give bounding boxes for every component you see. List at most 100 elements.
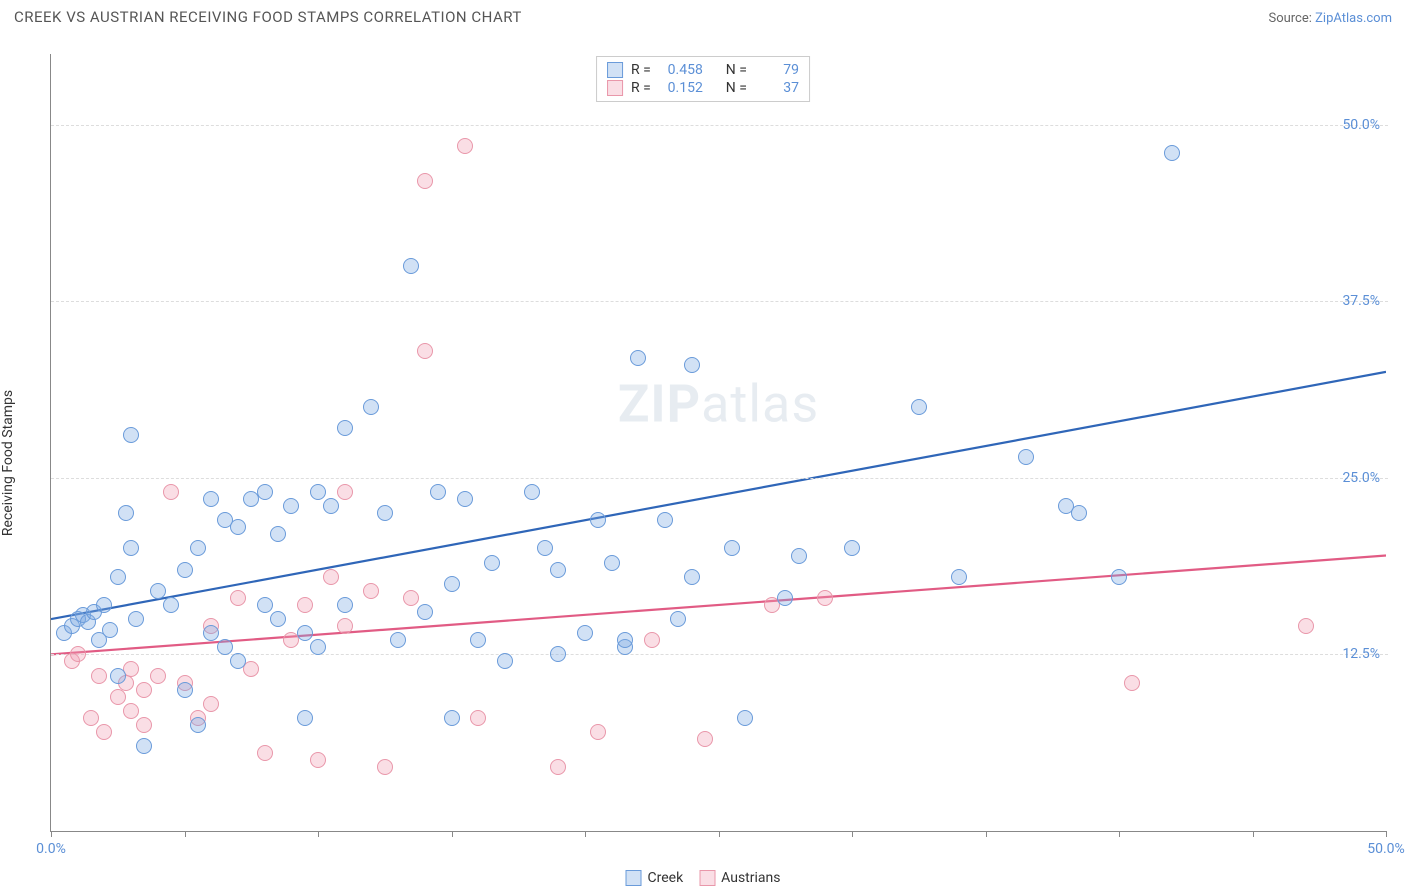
data-point: [457, 138, 473, 154]
data-point: [96, 724, 112, 740]
data-point: [911, 399, 927, 415]
data-point: [337, 484, 353, 500]
data-point: [417, 604, 433, 620]
data-point: [430, 484, 446, 500]
data-point: [844, 540, 860, 556]
data-point: [136, 717, 152, 733]
data-point: [484, 555, 500, 571]
data-point: [670, 611, 686, 627]
data-point: [470, 632, 486, 648]
series-legend-item: Creek: [626, 870, 684, 886]
series-legend-item: Austrians: [699, 870, 780, 886]
y-tick-label: 12.5%: [1342, 646, 1380, 662]
gridline: [51, 654, 1388, 655]
data-point: [118, 505, 134, 521]
data-point: [283, 498, 299, 514]
data-point: [684, 357, 700, 373]
legend-swatch: [607, 80, 623, 96]
y-tick-label: 50.0%: [1342, 117, 1380, 133]
data-point: [363, 399, 379, 415]
source-link[interactable]: ZipAtlas.com: [1315, 11, 1392, 26]
stats-legend-row: R =0.458 N =79: [607, 61, 799, 79]
data-point: [1018, 449, 1034, 465]
plot-area: ZIPatlas 12.5%25.0%37.5%50.0%0.0%50.0%: [50, 54, 1386, 832]
data-point: [163, 484, 179, 500]
data-point: [444, 576, 460, 592]
data-point: [550, 562, 566, 578]
data-point: [363, 583, 379, 599]
legend-swatch: [607, 62, 623, 78]
data-point: [417, 173, 433, 189]
source-label: Source: ZipAtlas.com: [1268, 11, 1392, 26]
data-point: [123, 427, 139, 443]
legend-swatch: [699, 870, 715, 886]
data-point: [203, 696, 219, 712]
data-point: [550, 759, 566, 775]
data-point: [617, 632, 633, 648]
watermark: ZIPatlas: [618, 373, 819, 434]
x-tick: [452, 831, 453, 837]
data-point: [1164, 145, 1180, 161]
data-point: [457, 491, 473, 507]
stat-r-value: 0.458: [659, 62, 703, 78]
data-point: [684, 569, 700, 585]
x-tick: [318, 831, 319, 837]
data-point: [163, 597, 179, 613]
data-point: [644, 632, 660, 648]
data-point: [110, 689, 126, 705]
data-point: [310, 639, 326, 655]
x-tick: [1386, 831, 1387, 837]
data-point: [1071, 505, 1087, 521]
data-point: [110, 569, 126, 585]
data-point: [323, 498, 339, 514]
stat-n-label: N =: [726, 62, 747, 78]
stats-legend-row: R =0.152 N =37: [607, 79, 799, 97]
series-name: Austrians: [721, 870, 780, 886]
trend-line: [51, 556, 1386, 655]
data-point: [1124, 675, 1140, 691]
x-tick: [185, 831, 186, 837]
data-point: [123, 703, 139, 719]
chart-title: CREEK VS AUSTRIAN RECEIVING FOOD STAMPS …: [14, 8, 522, 26]
data-point: [377, 505, 393, 521]
data-point: [230, 590, 246, 606]
x-tick: [51, 831, 52, 837]
data-point: [817, 590, 833, 606]
data-point: [203, 625, 219, 641]
data-point: [337, 597, 353, 613]
data-point: [257, 597, 273, 613]
data-point: [91, 668, 107, 684]
data-point: [590, 512, 606, 528]
gridline: [51, 301, 1388, 302]
data-point: [257, 484, 273, 500]
data-point: [604, 555, 620, 571]
trend-lines: [51, 54, 1386, 831]
data-point: [136, 738, 152, 754]
data-point: [257, 745, 273, 761]
data-point: [190, 540, 206, 556]
data-point: [403, 258, 419, 274]
gridline: [51, 125, 1388, 126]
data-point: [70, 646, 86, 662]
data-point: [1111, 569, 1127, 585]
data-point: [377, 759, 393, 775]
data-point: [270, 611, 286, 627]
data-point: [83, 710, 99, 726]
stat-n-value: 37: [755, 80, 799, 96]
data-point: [190, 717, 206, 733]
data-point: [136, 682, 152, 698]
data-point: [297, 710, 313, 726]
data-point: [524, 484, 540, 500]
data-point: [337, 618, 353, 634]
y-axis-label: Receiving Food Stamps: [0, 390, 16, 536]
data-point: [390, 632, 406, 648]
data-point: [230, 519, 246, 535]
gridline: [51, 478, 1388, 479]
data-point: [150, 668, 166, 684]
data-point: [310, 484, 326, 500]
data-point: [403, 590, 419, 606]
data-point: [777, 590, 793, 606]
x-tick: [1119, 831, 1120, 837]
data-point: [737, 710, 753, 726]
data-point: [110, 668, 126, 684]
